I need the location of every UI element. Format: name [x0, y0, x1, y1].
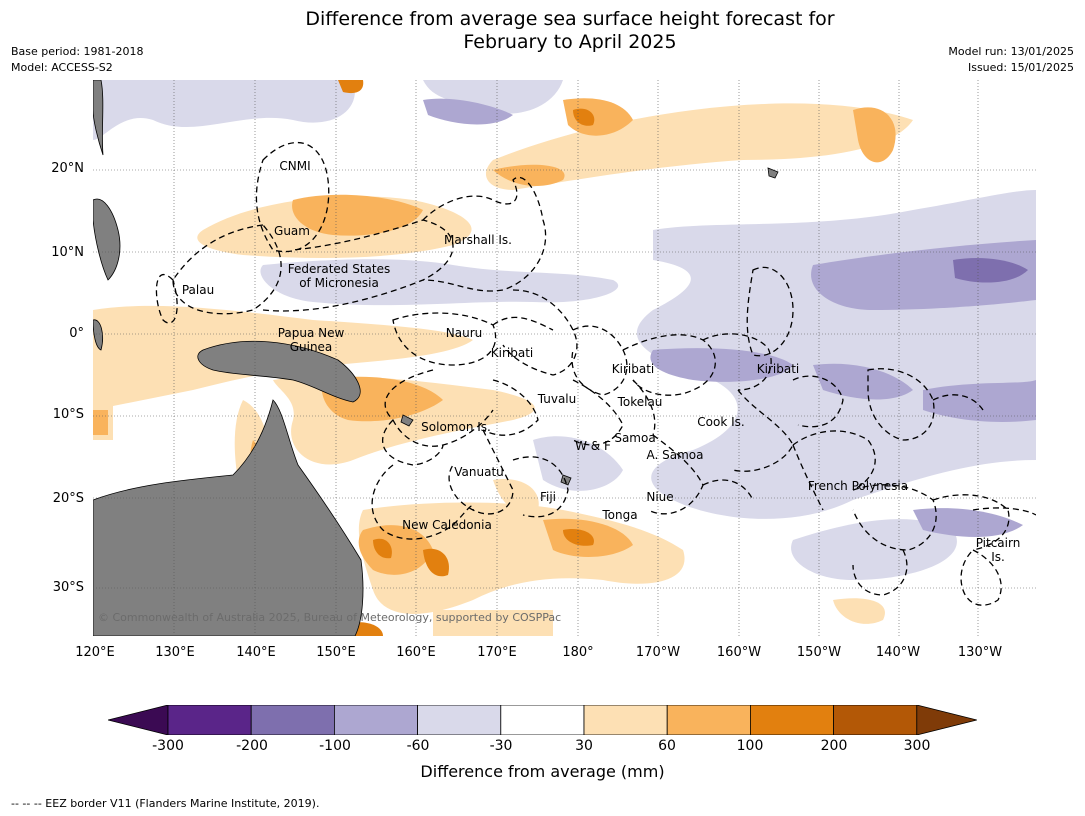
issued-date: Issued: 15/01/2025	[967, 61, 1074, 74]
title-line-2: February to April 2025	[463, 31, 677, 53]
philippines-landmass	[93, 198, 121, 281]
taiwan-landmass	[93, 80, 104, 156]
place-png-line-2: Guinea	[289, 340, 333, 354]
gridlines	[93, 80, 1036, 636]
colorbar-tick: 200	[820, 738, 848, 754]
lat-label-20n: 20°N	[51, 161, 84, 176]
place-micronesia-line-1: Federated States	[287, 262, 391, 276]
very-strong-negative-anomaly-fields	[953, 258, 1028, 283]
eez-borders	[155, 142, 1036, 606]
colorbar-segment	[417, 705, 502, 735]
place-american-samoa: A. Samoa	[646, 448, 704, 462]
colorbar-segment	[167, 705, 252, 735]
hawaii-landmass	[767, 167, 779, 179]
colorbar-segment	[250, 705, 335, 735]
lon-label-140w: 140°W	[875, 645, 921, 660]
lon-label-170w: 170°W	[635, 645, 681, 660]
colorbar-segment	[500, 705, 585, 735]
title-line-1: Difference from average sea surface heig…	[305, 8, 835, 30]
colorbar-tick: -100	[319, 738, 351, 754]
lat-label-equator: 0°	[69, 326, 84, 341]
place-cnmi: CNMI	[279, 159, 311, 173]
copyright-notice: © Commonwealth of Australia 2025, Bureau…	[98, 611, 562, 624]
lon-label-160e: 160°E	[396, 645, 436, 660]
eez-footnote: -- -- -- EEZ border V11 (Flanders Marine…	[11, 797, 320, 810]
colorbar-tick: -300	[152, 738, 184, 754]
colorbar-segment	[666, 705, 751, 735]
place-solomon-islands: Solomon Is.	[421, 420, 491, 434]
place-tonga: Tonga	[602, 508, 638, 522]
place-niue: Niue	[646, 490, 674, 504]
place-kiribati-west: Kiribati	[490, 346, 534, 360]
lon-label-130w: 130°W	[957, 645, 1003, 660]
place-samoa: Samoa	[614, 431, 656, 445]
colorbar-tick: 100	[736, 738, 764, 754]
map-area: CNMI Guam Marshall Is. Federated States …	[93, 80, 1036, 636]
lat-label-30s: 30°S	[52, 580, 84, 595]
place-cook-islands: Cook Is.	[697, 415, 745, 429]
model-name: Model: ACCESS-S2	[11, 61, 113, 74]
colorbar-tick: -60	[406, 738, 430, 754]
fiji-landmass	[560, 474, 572, 486]
place-tuvalu: Tuvalu	[537, 392, 577, 406]
colorbar-segment	[916, 705, 977, 735]
lon-label-150e: 150°E	[316, 645, 356, 660]
colorbar	[108, 705, 977, 735]
meta-right: Model run: 13/01/2025 Issued: 15/01/2025	[948, 44, 1074, 76]
lon-label-140e: 140°E	[236, 645, 276, 660]
landmasses	[93, 80, 779, 636]
colorbar-segment	[108, 705, 169, 735]
place-papua-new-guinea: Papua New Guinea	[278, 326, 345, 354]
place-fiji: Fiji	[539, 490, 557, 504]
place-kiribati-east: Kiribati	[756, 362, 800, 376]
place-png-line-1: Papua New	[277, 326, 345, 340]
place-kiribati-central: Kiribati	[611, 362, 655, 376]
lat-label-10s: 10°S	[52, 407, 84, 422]
colorbar-tick: 300	[903, 738, 931, 754]
lon-label-130e: 130°E	[155, 645, 195, 660]
lon-label-160w: 160°W	[716, 645, 762, 660]
lon-label-150w: 150°W	[796, 645, 842, 660]
model-run: Model run: 13/01/2025	[948, 45, 1074, 58]
place-wallis-futuna: W & F	[575, 439, 611, 453]
meta-left: Base period: 1981-2018 Model: ACCESS-S2	[11, 44, 143, 76]
colorbar-segment	[333, 705, 418, 735]
lon-label-170e: 170°E	[477, 645, 517, 660]
place-vanuatu: Vanuatu	[454, 465, 504, 479]
colorbar-tick: 30	[575, 738, 593, 754]
lat-label-20s: 20°S	[52, 491, 84, 506]
place-pitcairn-line-1: Pitcairn	[975, 536, 1021, 550]
new-guinea-landmass	[197, 340, 361, 403]
lon-label-180: 180°	[562, 645, 594, 660]
map-svg	[93, 80, 1036, 636]
colorbar-segment	[833, 705, 918, 735]
australia-landmass	[93, 399, 364, 636]
colorbar-segment	[583, 705, 668, 735]
place-micronesia-line-2: of Micronesia	[299, 276, 379, 290]
place-french-polynesia: French Polynesia	[807, 479, 909, 493]
place-pitcairn: Pitcairn Is.	[976, 536, 1021, 564]
place-tokelau: Tokelau	[617, 395, 663, 409]
place-new-caledonia: New Caledonia	[402, 518, 492, 532]
place-palau: Palau	[181, 283, 215, 297]
place-marshall-islands: Marshall Is.	[444, 233, 512, 247]
colorbar-title: Difference from average (mm)	[420, 762, 665, 781]
base-period: Base period: 1981-2018	[11, 45, 144, 58]
colorbar-tick: 60	[658, 738, 676, 754]
colorbar-segment	[750, 705, 835, 735]
place-guam: Guam	[274, 224, 310, 238]
place-pitcairn-line-2: Is.	[991, 550, 1005, 564]
place-micronesia: Federated States of Micronesia	[288, 262, 390, 290]
borneo-landmass	[93, 319, 103, 351]
map-title: Difference from average sea surface heig…	[0, 8, 1085, 54]
place-nauru: Nauru	[445, 326, 483, 340]
solomon-landmass	[400, 414, 414, 427]
colorbar-tick: -200	[236, 738, 268, 754]
colorbar-tick: -30	[489, 738, 513, 754]
lon-label-120e: 120°E	[75, 645, 115, 660]
lat-label-10n: 10°N	[51, 245, 84, 260]
